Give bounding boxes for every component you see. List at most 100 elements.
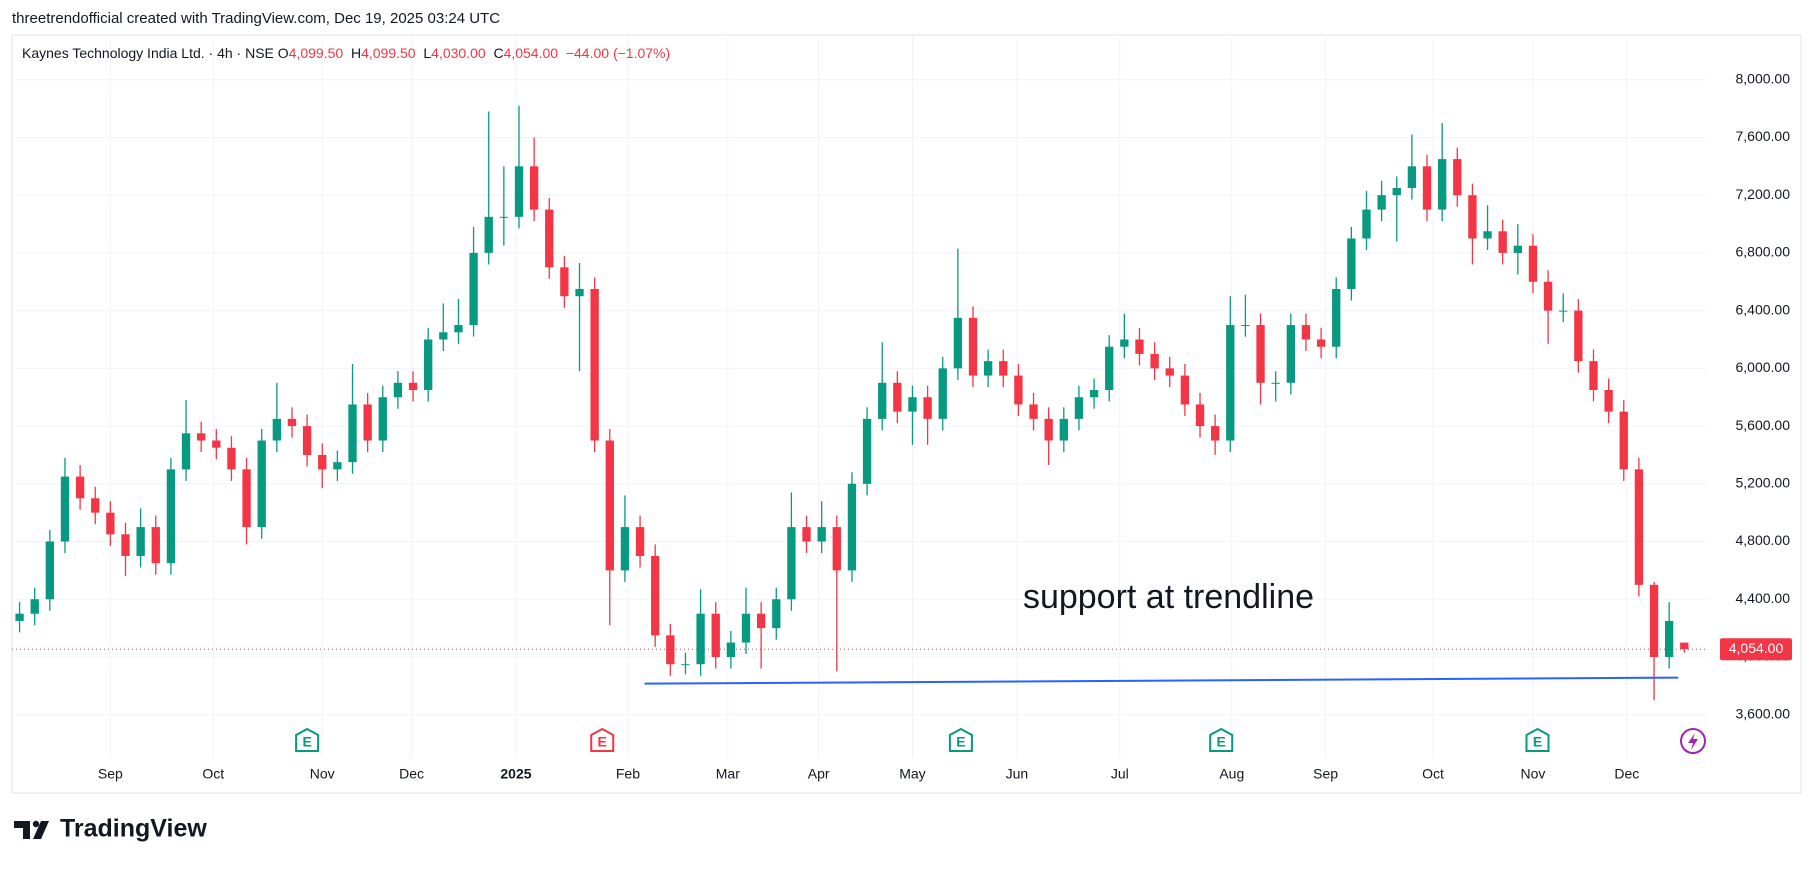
candle-body xyxy=(1649,584,1659,657)
ohlc-value: 4,030.00 xyxy=(431,45,486,61)
candle-body xyxy=(181,433,191,470)
candle-body xyxy=(923,397,932,419)
candle-body xyxy=(318,454,327,470)
candle-body xyxy=(1619,411,1628,470)
candle-body xyxy=(1407,166,1417,188)
candle-body xyxy=(1029,404,1038,419)
candle-body xyxy=(91,498,100,513)
candle-body xyxy=(1210,426,1220,441)
chart-frame xyxy=(11,34,1802,794)
candle-body xyxy=(454,325,463,333)
candle-body xyxy=(878,382,887,419)
ohlc-key: H xyxy=(351,45,361,61)
candle-body xyxy=(257,440,266,528)
candle-body xyxy=(287,418,297,427)
candle-body xyxy=(1680,642,1689,650)
y-tick-label: 6,400.00 xyxy=(1736,301,1791,317)
candle-body xyxy=(1256,325,1265,383)
candle-body xyxy=(499,216,509,218)
candle-body xyxy=(439,332,448,340)
event-badge xyxy=(295,727,320,752)
event-badge xyxy=(590,727,615,752)
candle-body xyxy=(832,527,841,571)
x-tick-label: Oct xyxy=(1422,766,1444,782)
candle-body xyxy=(1347,238,1356,289)
alert-bolt xyxy=(1688,733,1698,750)
candle-body xyxy=(681,664,690,666)
credit: threetrendofficial created with TradingV… xyxy=(12,10,500,27)
candle-body xyxy=(862,418,872,484)
candle-body xyxy=(938,368,947,419)
candle-body xyxy=(1195,404,1205,427)
event-badge xyxy=(948,727,973,752)
x-tick-label: Sep xyxy=(1313,766,1338,782)
candle-body xyxy=(787,527,796,600)
candle-body xyxy=(378,397,387,441)
candle-body xyxy=(1589,361,1598,391)
candle-body xyxy=(1559,310,1568,312)
x-tick-label: Dec xyxy=(1614,766,1639,782)
candle-body xyxy=(605,440,614,571)
candle-body xyxy=(1665,620,1674,657)
candle-body xyxy=(424,339,433,391)
candle-body xyxy=(893,382,902,412)
candle-body xyxy=(560,267,569,297)
candle-body xyxy=(363,404,372,441)
candle-body xyxy=(60,476,70,542)
event-label: E xyxy=(302,734,311,750)
candle-body xyxy=(1453,159,1462,196)
x-tick-label: Jun xyxy=(1006,766,1029,782)
x-tick-label: May xyxy=(899,766,925,782)
candle-body xyxy=(1165,368,1174,376)
spacer xyxy=(416,45,424,61)
change: −44.00 xyxy=(566,45,609,61)
candle-body xyxy=(1286,325,1295,383)
change-pct: (−1.07%) xyxy=(613,45,670,61)
candle-body xyxy=(1634,469,1644,585)
legend: Kaynes Technology India Ltd. · 4h · NSE … xyxy=(22,45,674,61)
candle-body xyxy=(1377,195,1386,210)
x-tick-label: Oct xyxy=(202,766,224,782)
brand: TradingView xyxy=(60,815,207,843)
candle-body xyxy=(1392,187,1401,196)
trendline xyxy=(644,676,1679,685)
candle-body xyxy=(802,527,811,542)
spacer xyxy=(343,45,351,61)
y-tick-label: 8,000.00 xyxy=(1736,70,1791,86)
candle-body xyxy=(1437,159,1447,210)
candle-body xyxy=(30,599,39,614)
candle-body xyxy=(242,469,251,528)
candle-body xyxy=(1316,339,1326,347)
brand-logo xyxy=(14,820,49,839)
candle-body xyxy=(197,433,206,441)
candle-body xyxy=(136,527,145,556)
candle-body xyxy=(1180,375,1190,405)
candle-body xyxy=(1513,245,1522,253)
event-label: E xyxy=(1533,734,1542,750)
candle-body xyxy=(1089,390,1099,398)
y-tick-label: 6,000.00 xyxy=(1736,359,1791,375)
candle-body xyxy=(1241,325,1250,327)
candle-body xyxy=(1074,397,1084,419)
ohlc-key: L xyxy=(423,45,431,61)
candle-body xyxy=(302,426,312,455)
candle-body xyxy=(1468,195,1477,239)
candle-body xyxy=(348,404,357,463)
candle-body xyxy=(999,361,1008,376)
x-tick-label: Feb xyxy=(616,766,640,782)
x-tick-label: 2025 xyxy=(500,766,531,782)
candle-body xyxy=(1422,166,1432,210)
candle-body xyxy=(741,613,751,643)
candle-body xyxy=(45,541,54,600)
candle-body xyxy=(772,599,781,629)
candle-body xyxy=(272,418,282,441)
candle-body xyxy=(1498,231,1507,253)
candle-body xyxy=(590,288,599,441)
candle-body xyxy=(1301,325,1311,340)
candle-body xyxy=(651,555,660,636)
ohlc-value: 4,054.00 xyxy=(504,45,559,61)
candle-body xyxy=(1059,418,1068,441)
spacer xyxy=(670,45,674,61)
y-tick-label: 6,800.00 xyxy=(1736,244,1791,260)
